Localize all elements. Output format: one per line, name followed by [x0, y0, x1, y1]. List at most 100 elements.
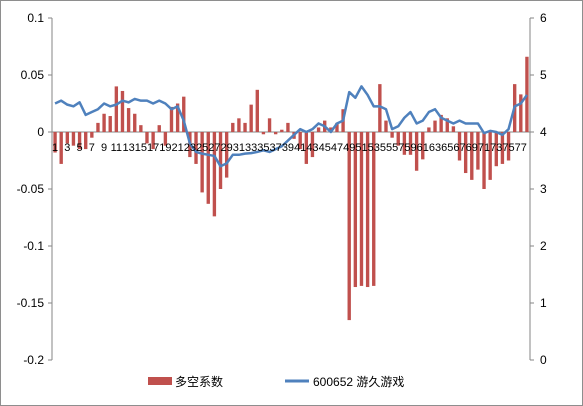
x-tick-label: 75 [502, 142, 514, 154]
bar-mark [59, 132, 63, 164]
bar-mark [353, 132, 358, 288]
x-tick-label: 21 [172, 142, 184, 154]
price-line [54, 85, 528, 168]
bar-mark [365, 132, 370, 288]
x-tick-label: 23 [184, 142, 196, 154]
left-y-tick-label: -0.2 [23, 353, 44, 367]
bar-mark [133, 113, 137, 132]
bar-mark [433, 120, 437, 132]
bar-mark [506, 132, 511, 161]
bar-mark [218, 132, 223, 189]
x-tick-label: 13 [122, 142, 134, 154]
x-tick-label: 35 [257, 142, 269, 154]
bar-mark [77, 132, 82, 150]
bar-mark [316, 127, 321, 132]
bar-mark [402, 132, 407, 155]
bar-series-group [53, 56, 529, 321]
x-tick-label: 27 [208, 142, 220, 154]
x-tick-label: 43 [306, 142, 318, 154]
right-y-tick-labels-group: 6 5 4 3 2 1 0 [540, 11, 547, 367]
bar-mark [414, 132, 419, 171]
bar-mark [126, 108, 131, 132]
x-tick-label: 77 [515, 142, 527, 154]
bar-mark [390, 132, 394, 138]
x-tick-label: 17 [147, 142, 159, 154]
x-tick-label: 57 [392, 142, 404, 154]
x-tick-label: 65 [441, 142, 453, 154]
legend: 多空系数 600652 游久游戏 [148, 374, 404, 389]
bar-mark [427, 127, 431, 132]
x-tick-label: 67 [453, 142, 465, 154]
x-tick-label: 1 [52, 142, 58, 154]
bar-mark [470, 132, 474, 180]
x-tick-label: 29 [221, 142, 233, 154]
x-tick-label: 45 [319, 142, 331, 154]
bar-mark [243, 122, 247, 132]
bar-mark [120, 90, 125, 132]
bar-mark [255, 89, 259, 132]
x-tick-label: 7 [89, 142, 95, 154]
bar-mark [421, 132, 425, 160]
bar-mark [463, 132, 468, 174]
legend-label-bar: 多空系数 [175, 374, 223, 389]
bar-mark [96, 122, 100, 132]
x-tick-label: 37 [270, 142, 282, 154]
bar-mark [175, 103, 180, 132]
bar-mark [310, 132, 315, 158]
left-y-tick-label: -0.05 [17, 182, 45, 196]
bar-mark [525, 56, 529, 133]
x-tick-label: 73 [490, 142, 502, 154]
bar-mark [372, 132, 376, 286]
bar-mark [359, 132, 364, 286]
axes-group [48, 17, 534, 361]
left-y-tick-label: -0.15 [17, 296, 45, 310]
bar-mark [286, 122, 290, 132]
bar-mark [194, 132, 198, 164]
bar-mark [273, 132, 278, 135]
bar-mark [206, 132, 210, 204]
bar-mark [408, 132, 413, 155]
bar-mark [102, 113, 106, 132]
bar-mark [298, 132, 302, 150]
bar-mark [439, 114, 443, 132]
x-tick-label: 47 [331, 142, 343, 154]
bar-mark [396, 132, 400, 146]
x-tick-label: 41 [294, 142, 306, 154]
x-tick-label: 19 [159, 142, 171, 154]
bar-mark [329, 127, 333, 132]
left-y-tick-label: 0 [37, 125, 44, 139]
bar-mark [108, 116, 112, 132]
right-y-tick-label: 3 [540, 182, 547, 196]
bar-mark [139, 125, 143, 132]
bar-mark [378, 84, 382, 132]
x-tick-labels-group: 1 3 5 7 9 11 13 15 17 19 21 23 25 27 29 31 33 35 37 39 41 43 4… [52, 142, 527, 154]
bar-mark [84, 132, 88, 150]
bar-mark [53, 132, 57, 153]
x-tick-label: 15 [135, 142, 147, 154]
right-y-tick-label: 6 [540, 11, 547, 25]
bar-mark [237, 118, 241, 132]
x-tick-label: 63 [429, 142, 441, 154]
bar-mark [163, 132, 168, 146]
bar-mark [335, 122, 339, 132]
x-tick-label: 39 [282, 142, 294, 154]
bar-mark [231, 122, 235, 132]
right-y-tick-label: 0 [540, 353, 547, 367]
legend-swatch-bar [148, 377, 172, 385]
left-y-tick-label: 0.05 [21, 68, 45, 82]
line-series-group [54, 85, 528, 168]
right-y-tick-label: 5 [540, 68, 547, 82]
bar-mark [90, 132, 94, 138]
bar-mark [145, 132, 149, 144]
bar-mark [182, 96, 186, 132]
left-y-tick-label: 0.1 [27, 11, 44, 25]
x-tick-label: 11 [111, 142, 122, 154]
x-tick-label: 33 [245, 142, 257, 154]
x-tick-label: 55 [380, 142, 392, 154]
bar-mark [280, 129, 284, 132]
x-tick-label: 25 [196, 142, 208, 154]
bar-mark [151, 132, 155, 150]
bar-mark [488, 132, 492, 180]
bar-mark [157, 125, 161, 132]
